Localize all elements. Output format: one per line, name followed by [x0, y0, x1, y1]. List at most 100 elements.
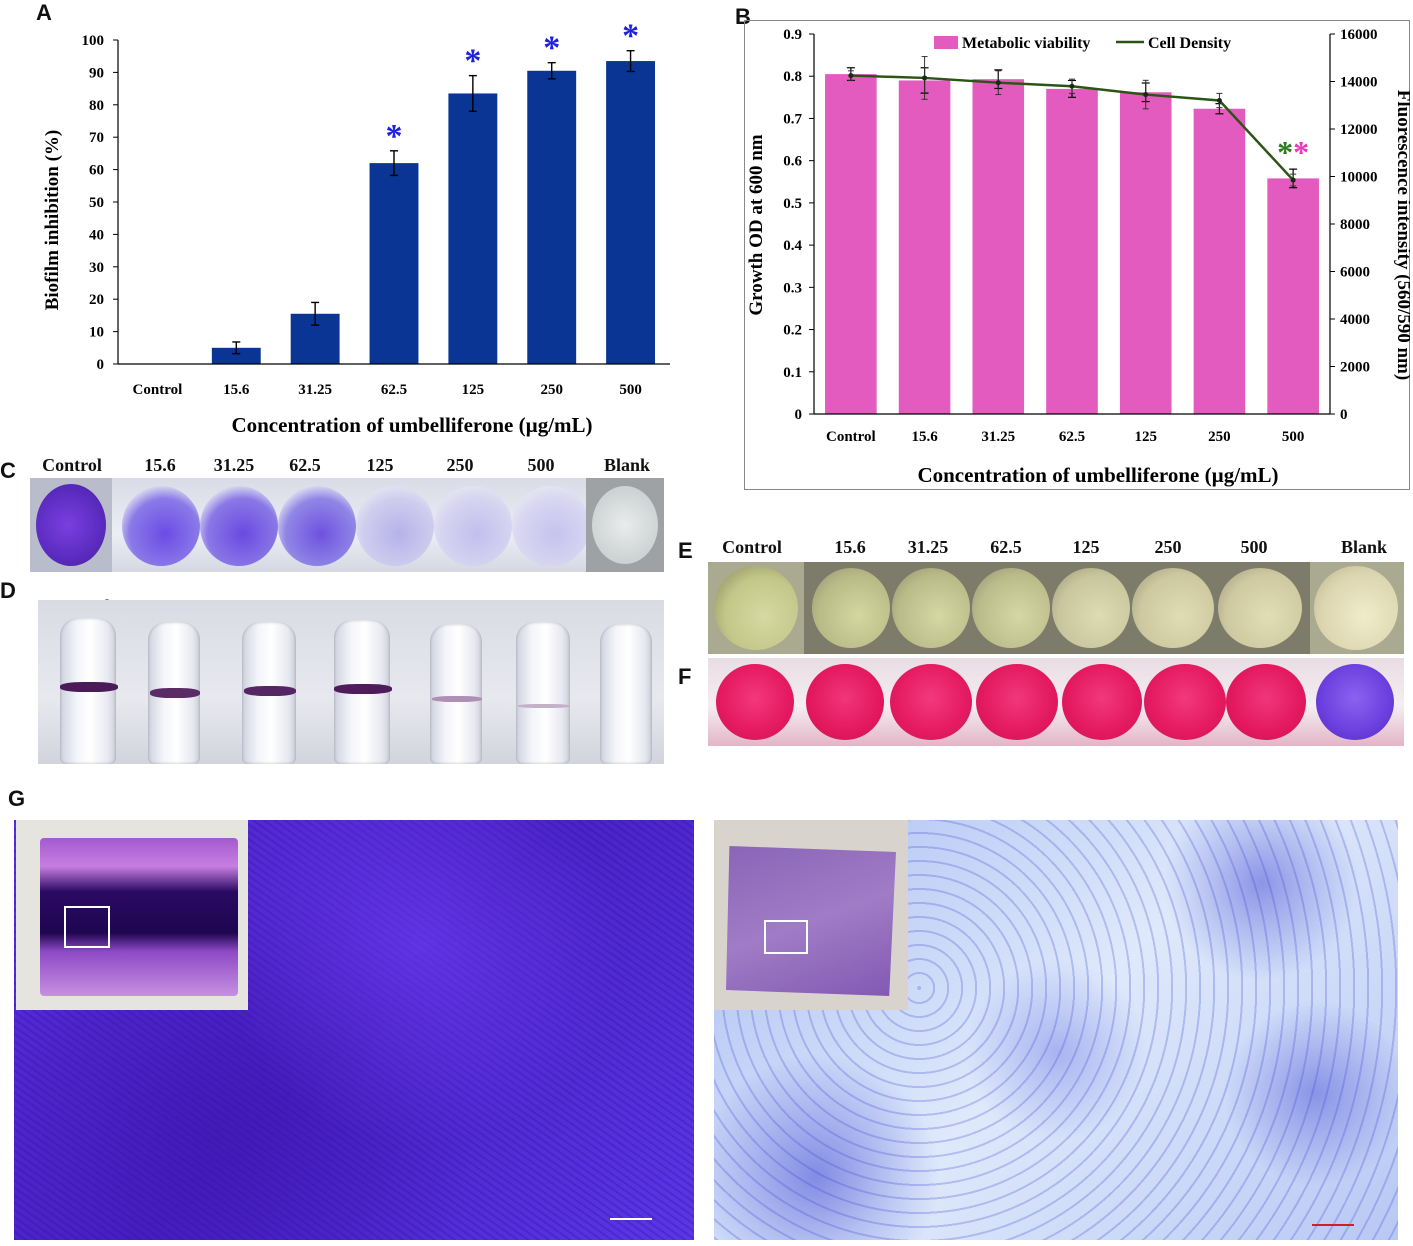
chart-b-y-tick-label: 0 [795, 407, 803, 423]
chart-b-y2-tick-label: 2000 [1340, 360, 1370, 376]
chart-a-y-tick-label: 90 [89, 65, 104, 81]
scale-bar [1312, 1224, 1354, 1226]
chart-b-x-tick-label: Control [826, 429, 876, 445]
chart-b-y-tick-label: 0.1 [783, 365, 802, 381]
chart-b-y-tick-label: 0.4 [783, 238, 802, 254]
chart-b-x-tick-label: 250 [1208, 429, 1231, 445]
biofilm-inhibition-chart: 0 10 20 30 40 50 60 70 80 90 100 * * * * Control 15.6 3… [42, 20, 670, 437]
chart-b-y2-tick-label: 12000 [1340, 122, 1378, 138]
strip-label-125: 125 [1072, 537, 1100, 557]
panel-letter-b: B [735, 4, 751, 29]
panel-c-well-250 [434, 486, 512, 566]
panel-letter-f: F [678, 664, 692, 689]
panel-c-blank-well [586, 478, 664, 572]
strip-label-15-6: 15.6 [144, 455, 176, 475]
panel-e-well-62-5 [972, 568, 1050, 648]
panel-letter-d: D [0, 578, 16, 603]
chart-a-x-tick-label: 15.6 [223, 382, 250, 398]
strip-label-31-25: 31.25 [213, 455, 255, 475]
chart-b-y2-tick-label: 10000 [1340, 170, 1378, 186]
strip-label-62-5: 62.5 [990, 537, 1022, 557]
chart-a-significance-star: * [622, 20, 639, 55]
panel-e-well-250 [1132, 568, 1214, 648]
panel-e-photo [708, 562, 1404, 654]
chart-a-y-tick-label: 50 [89, 195, 104, 211]
panel-f-well-500 [1226, 664, 1306, 740]
chart-b-line-point [922, 75, 928, 81]
chart-b-bar-125 [1119, 92, 1172, 415]
chart-b-x-tick-label: 15.6 [911, 429, 938, 445]
panel-f-well-125 [1062, 664, 1142, 740]
chart-a-y-tick-label: 60 [89, 163, 104, 179]
panel-letter-e: E [678, 538, 693, 563]
panel-f-photo [708, 658, 1404, 746]
panel-c-well-125 [356, 486, 434, 566]
panel-f-well-31-25 [890, 664, 972, 740]
chart-b-y-tick-label: 0.2 [783, 323, 802, 339]
chart-b-line-point [995, 80, 1001, 86]
chart-b-y-axis-label: Growth OD at 600 nm [746, 134, 767, 315]
chart-a-y-tick-label: 0 [97, 357, 105, 373]
chart-b-frame [744, 20, 1410, 490]
panel-letter-a: A [36, 0, 52, 25]
scale-bar [610, 1218, 652, 1220]
chart-b-significance-star: * [1293, 134, 1309, 170]
tube-250 [516, 622, 570, 764]
panel-e-well-control [714, 566, 798, 650]
chart-b-x-tick-label: 500 [1282, 429, 1305, 445]
chart-a-bar-500 [606, 61, 656, 365]
chart-b-y2-tick-label: 6000 [1340, 265, 1370, 281]
legend-swatch-metabolic-viability [934, 36, 958, 49]
chart-b-y2-tick-label: 8000 [1340, 217, 1370, 233]
microscopy-control [14, 820, 694, 1240]
panel-c-control-well [30, 478, 112, 572]
panel-c-photo [30, 478, 664, 572]
chart-b-significance-star: * [1277, 134, 1293, 170]
chart-a-bar-125 [448, 93, 498, 365]
strip-label-15-6: 15.6 [834, 537, 866, 557]
chart-a-bar-62-5 [369, 163, 419, 364]
panel-letter-g: G [8, 786, 26, 811]
chart-a-x-tick-label: 250 [540, 382, 563, 398]
chart-b-y-tick-label: 0.8 [783, 69, 802, 85]
chart-a-bar-15-6 [211, 347, 261, 364]
chart-a-y-tick-label: 30 [89, 260, 104, 276]
panel-e-well-125 [1052, 568, 1130, 648]
chart-b-y-tick-label: 0.7 [783, 111, 802, 127]
panel-f-well-15-6 [806, 664, 884, 740]
strip-label-250: 250 [1154, 537, 1182, 557]
strip-label-125: 125 [366, 455, 394, 475]
strip-label-blank: Blank [603, 455, 651, 475]
chart-a-y-axis-label: Biofilm inhibition (%) [42, 130, 63, 311]
chart-b-bar-250 [1193, 108, 1246, 414]
chart-b-y-tick-label: 0.9 [783, 27, 802, 43]
panel-letter-c: C [0, 458, 16, 483]
chart-b-y2-tick-label: 14000 [1340, 75, 1378, 91]
strip-label-250: 250 [446, 455, 474, 475]
strip-label-500: 500 [1240, 537, 1268, 557]
panel-c-well-500 [512, 486, 590, 566]
chart-b-x-axis-label: Concentration of umbelliferone (µg/mL) [917, 463, 1278, 487]
tube-500 [600, 624, 652, 764]
panel-f-well-62-5 [976, 664, 1058, 740]
chart-b-x-tick-label: 31.25 [981, 429, 1015, 445]
panel-e-well-500 [1218, 568, 1302, 648]
chart-b-y2-tick-label: 0 [1340, 407, 1348, 423]
strip-label-62-5: 62.5 [289, 455, 321, 475]
chart-b-y2-tick-label: 16000 [1340, 27, 1378, 43]
chart-a-significance-star: * [386, 118, 403, 155]
chart-b-x-tick-label: 125 [1134, 429, 1157, 445]
chart-b-bar-control [825, 74, 877, 414]
inset-zoom-box [64, 906, 110, 948]
chart-b-y2-tick-label: 4000 [1340, 312, 1370, 328]
chart-a-x-tick-label: 500 [619, 382, 642, 398]
chart-b-line-point [848, 73, 854, 79]
strip-label-control: Control [42, 455, 102, 475]
chart-a-x-tick-label: Control [133, 382, 183, 398]
panel-c-well-31-25 [200, 486, 278, 566]
strip-label-blank: Blank [1340, 537, 1388, 557]
chart-b-line-point [1069, 83, 1075, 89]
panel-f-well-control [716, 664, 794, 740]
chart-a-significance-star: * [464, 43, 481, 80]
chart-b-y-tick-label: 0.5 [783, 196, 802, 212]
